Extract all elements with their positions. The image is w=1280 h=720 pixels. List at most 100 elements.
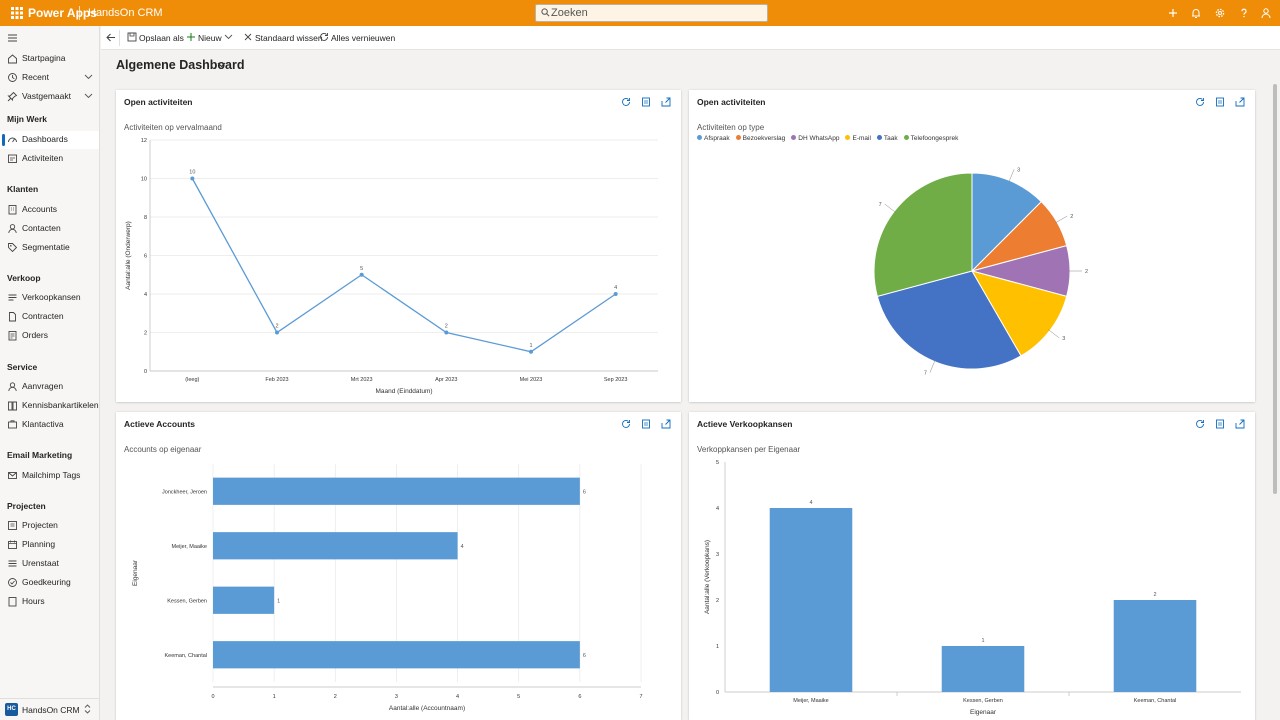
sidebar-item-startpagina[interactable]: Startpagina: [0, 50, 99, 68]
save-as-icon: [127, 32, 137, 42]
headset-icon: [8, 382, 17, 392]
y-tick-label: 5: [716, 460, 719, 466]
view-records-icon[interactable]: [1215, 96, 1225, 107]
slice-label: 2: [1070, 214, 1073, 220]
data-point: [359, 272, 364, 277]
new-button[interactable]: Nieuw: [186, 31, 234, 45]
slice-label: 3: [1062, 336, 1065, 342]
data-label: 1: [981, 638, 984, 644]
bell-icon[interactable]: [1190, 7, 1202, 19]
sidebar-item-contracten[interactable]: Contracten: [0, 308, 99, 326]
chevron-down-icon[interactable]: [224, 34, 233, 40]
legend-item[interactable]: E-mail: [845, 135, 871, 142]
sidebar-item-accounts[interactable]: Accounts: [0, 201, 99, 219]
panel-actieve-accounts: Actieve Accounts Accounts op eigenaar 0 1…: [116, 412, 681, 720]
sidebar-item-mailchimp-tags[interactable]: Mailchimp Tags: [0, 467, 99, 485]
refresh-all-button[interactable]: Alles vernieuwen: [319, 31, 395, 45]
bar: [213, 532, 458, 560]
sidebar-item-verkoopkansen[interactable]: Verkoopkansen: [0, 289, 99, 307]
page-scrollbar[interactable]: [1271, 50, 1280, 720]
y-tick-label: 10: [141, 177, 147, 183]
gear-icon[interactable]: [1214, 7, 1226, 19]
chevron-down-icon[interactable]: [84, 93, 93, 99]
expand-icon[interactable]: [1235, 418, 1245, 429]
legend-item[interactable]: Bezoekverslag: [735, 135, 785, 142]
expand-icon[interactable]: [1235, 96, 1245, 107]
sidebar-item-urenstaat[interactable]: Urenstaat: [0, 555, 99, 573]
refresh-icon[interactable]: [1195, 96, 1205, 106]
save-as-button[interactable]: Opslaan als: [127, 31, 184, 45]
legend-item[interactable]: DH WhatsApp: [791, 135, 839, 142]
sidebar-item-hours[interactable]: Hours: [0, 593, 99, 611]
view-records-icon[interactable]: [1215, 418, 1225, 429]
sidebar-item-planning[interactable]: Planning: [0, 536, 99, 554]
x-tick-label: Feb 2023: [265, 377, 288, 383]
legend-swatch: [903, 135, 909, 140]
search-input[interactable]: [551, 6, 761, 20]
section-title-projecten: Projecten: [7, 501, 46, 511]
sidebar-item-contacten[interactable]: Contacten: [0, 220, 99, 238]
sidebar-item-goedkeuring[interactable]: Goedkeuring: [0, 574, 99, 592]
back-arrow-icon[interactable]: [106, 33, 116, 42]
view-records-icon[interactable]: [641, 418, 651, 429]
sidebar-item-dashboards[interactable]: Dashboards: [0, 131, 99, 149]
hamburger-menu-icon[interactable]: [8, 34, 17, 42]
legend-item[interactable]: Telefoongesprek: [903, 135, 959, 142]
legend-label: Telefoongesprek: [910, 135, 959, 142]
refresh-icon[interactable]: [621, 418, 631, 428]
app-launcher-icon[interactable]: [10, 6, 24, 20]
page-title[interactable]: Algemene Dashboard: [116, 58, 245, 72]
chart-subtitle: Activiteiten op vervalmaand: [124, 123, 222, 132]
slice-label: 3: [1017, 167, 1020, 173]
x-tick-label: 3: [395, 694, 398, 700]
plus-icon[interactable]: [1167, 7, 1179, 19]
x-tick-label: Mrt 2023: [351, 377, 373, 383]
sidebar-item-vastgemaakt[interactable]: Vastgemaakt: [0, 88, 99, 106]
scrollbar-thumb[interactable]: [1273, 84, 1277, 494]
x-tick-label: 6: [578, 694, 581, 700]
view-records-icon[interactable]: [641, 96, 651, 107]
x-tick-label: 5: [517, 694, 520, 700]
legend-item[interactable]: Taak: [876, 135, 898, 142]
slice-label: 7: [924, 371, 927, 377]
expand-icon[interactable]: [661, 418, 671, 429]
legend-item[interactable]: Afspraak: [697, 135, 730, 142]
sidebar-item-activiteiten[interactable]: Activiteiten: [0, 150, 99, 168]
series-line: [191, 178, 617, 353]
sidebar-item-klantactiva[interactable]: Klantactiva: [0, 416, 99, 434]
profile-icon[interactable]: [1260, 7, 1272, 19]
command-divider: [119, 30, 120, 46]
x-tick-label: Meijer, Maaike: [793, 698, 828, 704]
sidebar-item-orders[interactable]: Orders: [0, 327, 99, 345]
activity-icon: [8, 154, 17, 163]
sidebar-item-kennisbankartikelen[interactable]: Kennisbankartikelen: [0, 397, 99, 415]
refresh-icon[interactable]: [1195, 418, 1205, 428]
y-tick-label: 8: [144, 215, 147, 221]
refresh-icon[interactable]: [621, 96, 631, 106]
sidebar-item-projecten[interactable]: Projecten: [0, 517, 99, 535]
chevron-down-icon[interactable]: [217, 62, 226, 68]
clear-default-button[interactable]: Standaard wissen: [243, 31, 323, 45]
opportunity-icon: [8, 294, 17, 301]
area-switcher[interactable]: HC HandsOn CRM: [0, 698, 99, 720]
data-point: [190, 176, 195, 181]
sidebar-item-segmentatie[interactable]: Segmentatie: [0, 239, 99, 257]
chart-subtitle: Verkoppkansen per Eigenaar: [697, 445, 801, 454]
asset-icon: [8, 420, 17, 429]
chevron-down-icon[interactable]: [84, 74, 93, 80]
global-search[interactable]: [535, 4, 768, 22]
app-name[interactable]: HandsOn CRM: [88, 7, 163, 19]
slice-label: 7: [879, 202, 882, 208]
data-label: 4: [461, 544, 464, 550]
panel-actions: [621, 418, 671, 430]
help-icon[interactable]: [1238, 7, 1250, 19]
sidebar-item-recent[interactable]: Recent: [0, 69, 99, 87]
panel-title: Open activiteiten: [697, 97, 766, 107]
area-badge: HC: [5, 703, 18, 716]
y-axis-title: Aantal:alle (Onderwerp): [125, 221, 132, 290]
sidebar-item-aanvragen[interactable]: Aanvragen: [0, 378, 99, 396]
data-label: 2: [445, 324, 448, 330]
expand-icon[interactable]: [661, 96, 671, 107]
sidebar: Startpagina Recent Vastgemaakt Mijn Werk…: [0, 26, 100, 720]
brand-title[interactable]: Power Apps: [28, 6, 97, 20]
